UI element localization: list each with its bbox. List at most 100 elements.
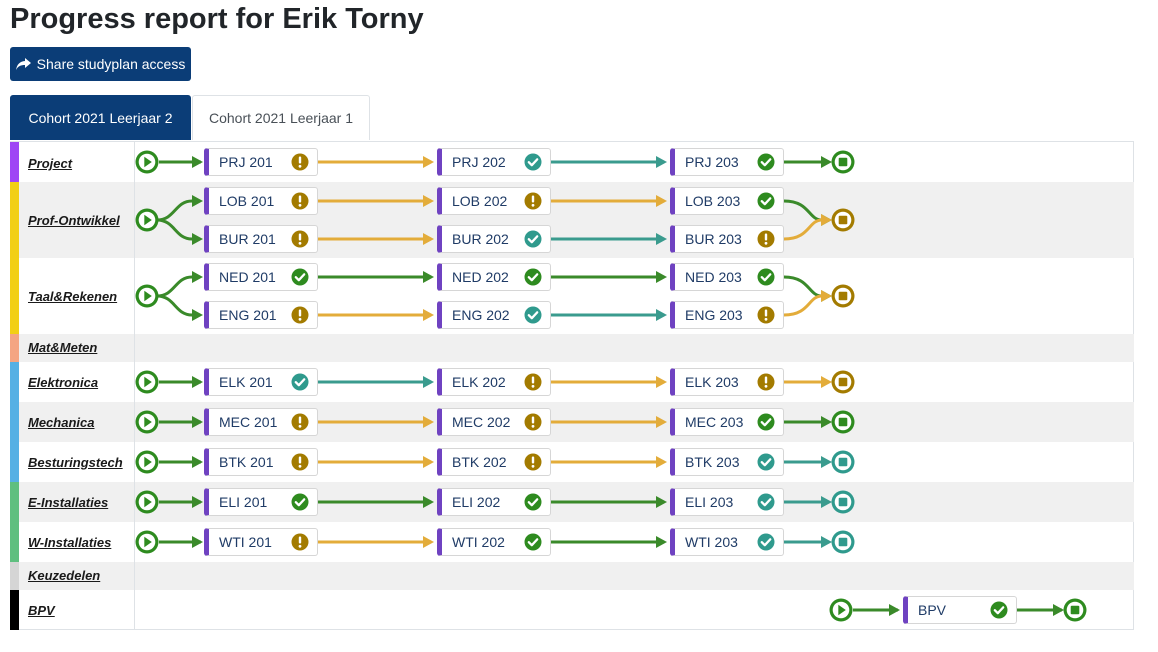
check-circle-icon — [757, 453, 775, 471]
module-color-bar — [10, 402, 19, 442]
course-node[interactable]: ELK 201 — [204, 368, 318, 396]
finish-stop-button[interactable] — [831, 450, 855, 474]
finish-stop-button[interactable] — [831, 530, 855, 554]
course-node[interactable]: ELI 202 — [437, 488, 551, 516]
course-node[interactable]: BUR 202 — [437, 225, 551, 253]
course-node[interactable]: ELK 203 — [670, 368, 784, 396]
finish-stop-button[interactable] — [831, 490, 855, 514]
stop-circle-icon — [831, 284, 855, 308]
finish-stop-button[interactable] — [831, 284, 855, 308]
play-circle-icon — [829, 598, 853, 622]
module-color-bar — [10, 258, 19, 334]
start-play-button[interactable] — [829, 598, 853, 622]
module-link[interactable]: E-Installaties — [28, 494, 109, 510]
start-play-button[interactable] — [135, 284, 159, 308]
course-node[interactable]: NED 203 — [670, 263, 784, 291]
course-node[interactable]: WTI 202 — [437, 528, 551, 556]
exclamation-circle-icon — [291, 306, 309, 324]
module-link[interactable]: Besturingstech — [28, 454, 123, 470]
finish-stop-button[interactable] — [831, 370, 855, 394]
play-circle-icon — [135, 450, 159, 474]
course-node[interactable]: MEC 201 — [204, 408, 318, 436]
module-row: W-Installaties WTI 201 WTI 202 WTI 203 — [10, 522, 1134, 562]
course-node[interactable]: NED 202 — [437, 263, 551, 291]
tab-cohort-2021-leerjaar-1[interactable]: Cohort 2021 Leerjaar 1 — [192, 95, 370, 140]
stop-circle-icon — [831, 490, 855, 514]
module-link[interactable]: Elektronica — [28, 374, 99, 390]
module-row: Besturingstech BTK 201 BTK 202 BTK 203 — [10, 442, 1134, 482]
course-node[interactable]: PRJ 201 — [204, 148, 318, 176]
course-name: PRJ 201 — [219, 154, 273, 170]
course-node[interactable]: BUR 203 — [670, 225, 784, 253]
course-node[interactable]: MEC 202 — [437, 408, 551, 436]
course-name: WTI 201 — [219, 534, 272, 550]
course-node[interactable]: PRJ 203 — [670, 148, 784, 176]
course-node[interactable]: ELI 203 — [670, 488, 784, 516]
course-node[interactable]: LOB 201 — [204, 187, 318, 215]
module-color-bar — [10, 362, 19, 402]
course-name: MEC 202 — [452, 414, 511, 430]
start-play-button[interactable] — [135, 208, 159, 232]
check-circle-icon — [757, 413, 775, 431]
course-node[interactable]: WTI 201 — [204, 528, 318, 556]
module-link[interactable]: W-Installaties — [28, 534, 112, 550]
module-color-bar — [10, 142, 19, 182]
start-play-button[interactable] — [135, 450, 159, 474]
share-button-label: Share studyplan access — [36, 56, 186, 72]
page-title: Progress report for Erik Torny — [10, 3, 424, 35]
module-link[interactable]: Prof-Ontwikkel — [28, 212, 120, 228]
course-node[interactable]: MEC 203 — [670, 408, 784, 436]
tab-cohort-2021-leerjaar-2[interactable]: Cohort 2021 Leerjaar 2 — [10, 95, 191, 140]
course-name: BPV — [918, 602, 947, 618]
course-node[interactable]: BTK 203 — [670, 448, 784, 476]
course-node[interactable]: LOB 203 — [670, 187, 784, 215]
start-play-button[interactable] — [135, 410, 159, 434]
course-name: ELK 201 — [219, 374, 273, 390]
course-name: MEC 201 — [219, 414, 278, 430]
module-link[interactable]: Mat&Meten — [28, 340, 98, 355]
course-node[interactable]: PRJ 202 — [437, 148, 551, 176]
course-node[interactable]: ELI 201 — [204, 488, 318, 516]
exclamation-circle-icon — [757, 306, 775, 324]
module-link[interactable]: Project — [28, 156, 73, 171]
course-node[interactable]: ELK 202 — [437, 368, 551, 396]
finish-stop-button[interactable] — [831, 208, 855, 232]
start-play-button[interactable] — [135, 370, 159, 394]
module-label-cell: Mechanica — [19, 402, 135, 442]
finish-stop-button[interactable] — [1063, 598, 1087, 622]
module-color-bar — [10, 522, 19, 562]
exclamation-circle-icon — [524, 413, 542, 431]
course-name: BUR 203 — [685, 231, 742, 247]
start-play-button[interactable] — [135, 150, 159, 174]
course-node[interactable]: LOB 202 — [437, 187, 551, 215]
course-node[interactable]: ENG 202 — [437, 301, 551, 329]
start-play-button[interactable] — [135, 530, 159, 554]
module-row: Keuzedelen — [10, 562, 1134, 590]
check-circle-icon — [524, 306, 542, 324]
course-node[interactable]: BPV — [903, 596, 1017, 624]
course-node[interactable]: ENG 201 — [204, 301, 318, 329]
course-node[interactable]: BTK 201 — [204, 448, 318, 476]
exclamation-circle-icon — [524, 373, 542, 391]
module-label-cell: Project — [19, 142, 135, 182]
play-circle-icon — [135, 150, 159, 174]
course-node[interactable]: ENG 203 — [670, 301, 784, 329]
course-node[interactable]: WTI 203 — [670, 528, 784, 556]
course-node[interactable]: NED 201 — [204, 263, 318, 291]
module-row: Mat&Meten — [10, 334, 1134, 362]
finish-stop-button[interactable] — [831, 410, 855, 434]
course-name: BUR 201 — [219, 231, 276, 247]
module-link[interactable]: Mechanica — [28, 414, 95, 430]
exclamation-circle-icon — [524, 192, 542, 210]
module-color-bar — [10, 562, 19, 590]
course-node[interactable]: BTK 202 — [437, 448, 551, 476]
module-row: E-Installaties ELI 201 ELI 202 ELI 203 — [10, 482, 1134, 522]
module-link[interactable]: Taal&Rekenen — [28, 288, 118, 304]
course-node[interactable]: BUR 201 — [204, 225, 318, 253]
module-link[interactable]: Keuzedelen — [28, 568, 101, 583]
module-link[interactable]: BPV — [28, 602, 55, 618]
share-studyplan-button[interactable]: Share studyplan access — [10, 47, 191, 81]
finish-stop-button[interactable] — [831, 150, 855, 174]
start-play-button[interactable] — [135, 490, 159, 514]
module-row: Taal&Rekenen NED 201 NED 202 NED 203 ENG 201… — [10, 258, 1134, 334]
